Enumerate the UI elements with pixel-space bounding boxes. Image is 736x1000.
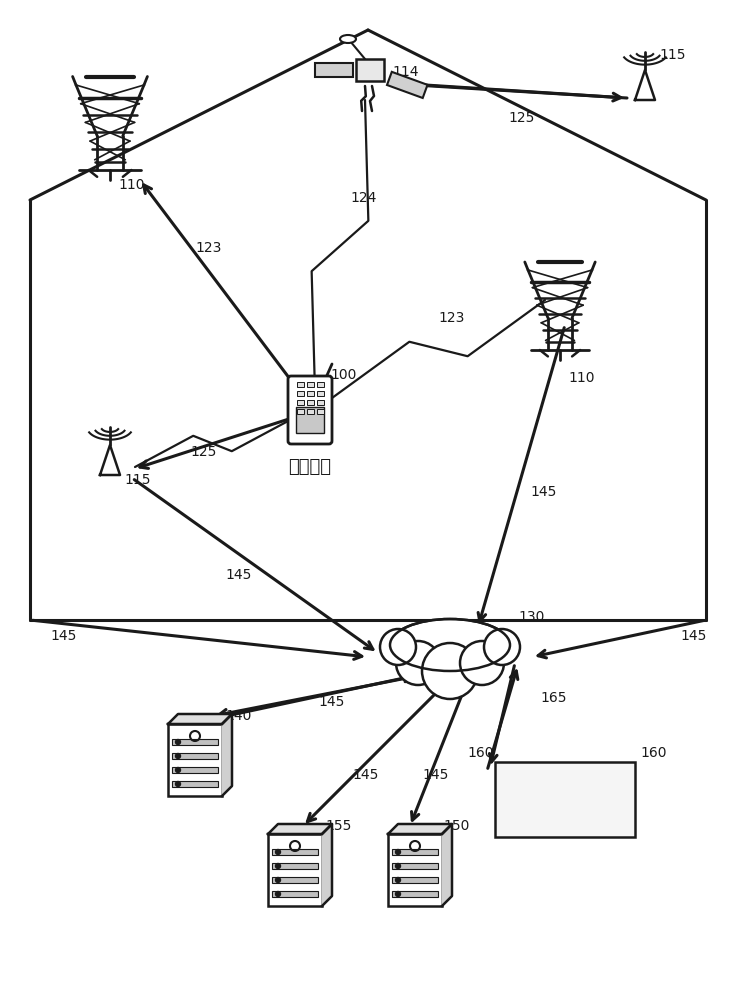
Bar [172,739,218,745]
Text: 110: 110 [568,371,595,385]
Text: 145: 145 [225,568,252,582]
Circle shape [275,892,280,896]
Bar [168,724,222,796]
Bar [316,399,324,404]
Ellipse shape [390,619,510,671]
Text: 165: 165 [540,691,567,705]
Circle shape [275,850,280,854]
Bar [392,849,438,855]
Text: 125: 125 [190,445,216,459]
Text: 123: 123 [195,241,222,255]
Bar [495,762,635,837]
Circle shape [275,878,280,882]
Polygon shape [322,824,332,906]
Polygon shape [442,824,452,906]
Circle shape [175,754,180,758]
Polygon shape [635,70,655,100]
Bar [268,834,322,906]
Text: 160: 160 [467,746,494,760]
FancyBboxPatch shape [288,376,332,444]
Bar [306,381,314,386]
Polygon shape [100,445,120,475]
Bar [316,390,324,395]
Bar [297,381,303,386]
Text: 115: 115 [659,48,685,62]
Text: 145: 145 [422,768,448,782]
Circle shape [175,740,180,744]
Bar [297,390,303,395]
Bar [392,877,438,883]
Bar [306,390,314,395]
Text: 网络: 网络 [440,638,460,656]
Circle shape [460,641,504,685]
Bar [306,408,314,414]
Text: 130: 130 [518,610,545,624]
Circle shape [175,768,180,772]
Text: 110: 110 [118,178,144,192]
Text: 145: 145 [530,485,556,499]
Bar [392,863,438,869]
Bar [297,399,303,404]
Bar [316,381,324,386]
Bar [172,753,218,759]
Bar [272,863,318,869]
Bar [388,834,442,906]
Text: (PSAP): (PSAP) [539,784,590,800]
Bar [272,891,318,897]
Text: 140: 140 [225,709,252,723]
Circle shape [395,863,400,868]
Circle shape [484,629,520,665]
Text: 145: 145 [352,768,378,782]
Ellipse shape [340,35,356,43]
Circle shape [396,641,440,685]
Bar [172,767,218,773]
Polygon shape [268,824,332,834]
Polygon shape [388,824,452,834]
Circle shape [395,878,400,882]
Text: 100: 100 [330,368,356,382]
Text: 124: 124 [350,191,376,205]
Text: 160: 160 [640,746,667,760]
Text: 移动装置: 移动装置 [289,458,331,476]
Text: 123: 123 [438,311,464,325]
Circle shape [175,782,180,786]
Text: 145: 145 [50,629,77,643]
Bar [172,781,218,787]
Bar [392,891,438,897]
Bar [297,408,303,414]
Bar [296,407,324,433]
Bar [272,877,318,883]
Bar [316,408,324,414]
Bar [272,849,318,855]
Bar [387,72,428,98]
Polygon shape [168,714,232,724]
Text: 114: 114 [392,65,419,79]
Circle shape [275,863,280,868]
Bar [306,399,314,404]
Circle shape [422,643,478,699]
Text: 115: 115 [124,473,150,487]
Bar [356,59,384,81]
Circle shape [380,629,416,665]
Bar [315,63,353,77]
Text: 145: 145 [318,695,344,709]
Circle shape [395,892,400,896]
Text: 公共安全应答点: 公共安全应答点 [533,804,597,820]
Text: 150: 150 [443,819,470,833]
Text: 155: 155 [325,819,351,833]
Circle shape [395,850,400,854]
Polygon shape [222,714,232,796]
Text: 125: 125 [508,111,534,125]
Text: 145: 145 [680,629,707,643]
